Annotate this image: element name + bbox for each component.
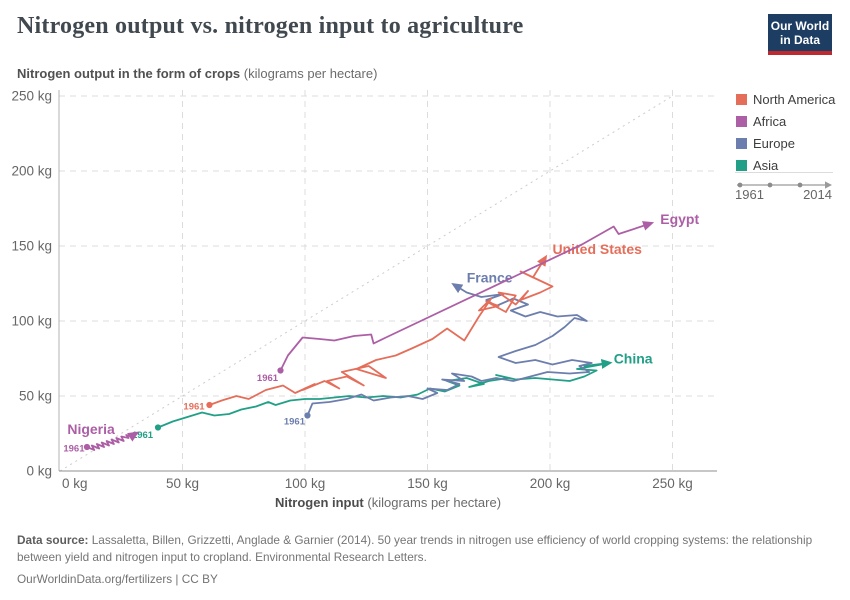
y-tick-label: 50 kg: [19, 389, 52, 404]
series-label-egypt[interactable]: Egypt: [660, 211, 699, 227]
x-tick-label: 250 kg: [652, 476, 693, 491]
y-tick-label: 150 kg: [11, 239, 52, 254]
timeline-handle-start[interactable]: [737, 182, 743, 188]
footer: Data source: Lassaletta, Billen, Grizzet…: [17, 532, 833, 588]
chart-subtitle: Nitrogen output in the form of crops (ki…: [17, 66, 377, 81]
start-dot-nigeria: [83, 443, 91, 451]
series-line-france[interactable]: [306, 283, 593, 417]
y-tick-label: 200 kg: [11, 164, 52, 179]
start-dot-france: [304, 412, 311, 419]
y-tick-label: 0 kg: [26, 464, 52, 479]
series-line-nigeria[interactable]: [86, 431, 140, 451]
owid-logo-red-bar: [768, 51, 832, 55]
timeline-years: 1961 2014: [735, 187, 832, 202]
license-link[interactable]: OurWorldinData.org/fertilizers | CC BY: [17, 572, 218, 586]
year-label-egypt: 1961: [257, 373, 279, 384]
legend-swatch-europe: [736, 138, 747, 149]
y-tick-label: 250 kg: [11, 89, 52, 104]
legend: North America Africa Europe Asia: [736, 92, 848, 180]
series-label-nigeria[interactable]: Nigeria: [67, 421, 115, 437]
start-dot-china: [154, 424, 162, 431]
y-axis-variable-label: Nitrogen output in the form of crops: [17, 66, 241, 81]
legend-item-north-america[interactable]: North America: [736, 92, 848, 107]
owid-logo[interactable]: Our World in Data: [768, 14, 832, 55]
x-tick-label: 150 kg: [407, 476, 448, 491]
legend-swatch-north-america: [736, 94, 747, 105]
legend-item-africa[interactable]: Africa: [736, 114, 848, 129]
year-label-france: 1961: [284, 417, 306, 428]
series-line-egypt[interactable]: [279, 221, 655, 372]
page-title: Nitrogen output vs. nitrogen input to ag…: [17, 13, 524, 39]
legend-divider: [735, 172, 833, 173]
y-tick-label: 100 kg: [11, 314, 52, 329]
timeline-scrubber[interactable]: [734, 178, 834, 192]
timeline-end-year[interactable]: 2014: [803, 187, 832, 202]
owid-logo-text: Our World in Data: [768, 14, 832, 51]
timeline-dot: [797, 182, 803, 188]
series-line-united-states[interactable]: [208, 254, 554, 406]
legend-item-asia[interactable]: Asia: [736, 158, 848, 173]
data-source-note: Data source: Lassaletta, Billen, Grizzet…: [17, 533, 813, 564]
y-axis-unit-label: (kilograms per hectare): [240, 66, 378, 81]
x-tick-label: 50 kg: [166, 476, 199, 491]
x-tick-label: 100 kg: [285, 476, 326, 491]
start-dot-egypt: [277, 367, 284, 374]
series-label-france[interactable]: France: [467, 270, 513, 286]
x-tick-label: 200 kg: [530, 476, 571, 491]
year-label-nigeria: 1961: [63, 444, 85, 455]
timeline-start-year[interactable]: 1961: [735, 187, 764, 202]
legend-item-europe[interactable]: Europe: [736, 136, 848, 151]
x-tick-label: 0 kg: [62, 476, 88, 491]
series-label-united-states[interactable]: United States: [552, 241, 642, 257]
x-axis-title: Nitrogen input (kilograms per hectare): [275, 495, 501, 510]
start-dot-united-states: [206, 401, 213, 409]
series-label-china[interactable]: China: [614, 351, 653, 367]
series-line-china[interactable]: [157, 358, 613, 429]
diagonal-reference-line: [59, 95, 673, 472]
year-label-china: 1961: [132, 430, 154, 441]
legend-swatch-asia: [736, 160, 747, 171]
timeline-arrow-icon: [825, 181, 832, 189]
year-label-united-states: 1961: [183, 402, 205, 413]
timeline-dot: [767, 182, 773, 188]
legend-swatch-africa: [736, 116, 747, 127]
